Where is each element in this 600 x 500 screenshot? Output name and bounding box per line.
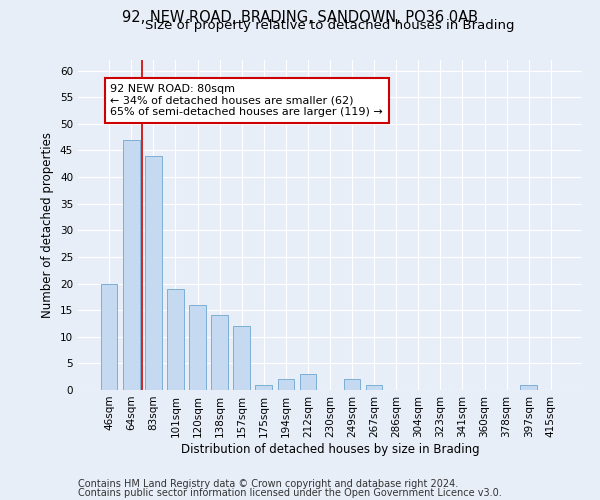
Bar [256, 384, 272, 390]
Bar [145, 156, 161, 390]
Bar [366, 384, 382, 390]
Bar [278, 380, 294, 390]
Bar [211, 316, 228, 390]
Bar [344, 380, 361, 390]
Text: 92, NEW ROAD, BRADING, SANDOWN, PO36 0AB: 92, NEW ROAD, BRADING, SANDOWN, PO36 0AB [122, 10, 478, 25]
Bar [233, 326, 250, 390]
Text: Contains HM Land Registry data © Crown copyright and database right 2024.: Contains HM Land Registry data © Crown c… [78, 479, 458, 489]
Bar [123, 140, 140, 390]
Bar [167, 289, 184, 390]
Text: 92 NEW ROAD: 80sqm
← 34% of detached houses are smaller (62)
65% of semi-detache: 92 NEW ROAD: 80sqm ← 34% of detached hou… [110, 84, 383, 117]
Bar [520, 384, 537, 390]
Y-axis label: Number of detached properties: Number of detached properties [41, 132, 55, 318]
Bar [189, 305, 206, 390]
X-axis label: Distribution of detached houses by size in Brading: Distribution of detached houses by size … [181, 442, 479, 456]
Text: Contains public sector information licensed under the Open Government Licence v3: Contains public sector information licen… [78, 488, 502, 498]
Bar [101, 284, 118, 390]
Title: Size of property relative to detached houses in Brading: Size of property relative to detached ho… [145, 20, 515, 32]
Bar [299, 374, 316, 390]
